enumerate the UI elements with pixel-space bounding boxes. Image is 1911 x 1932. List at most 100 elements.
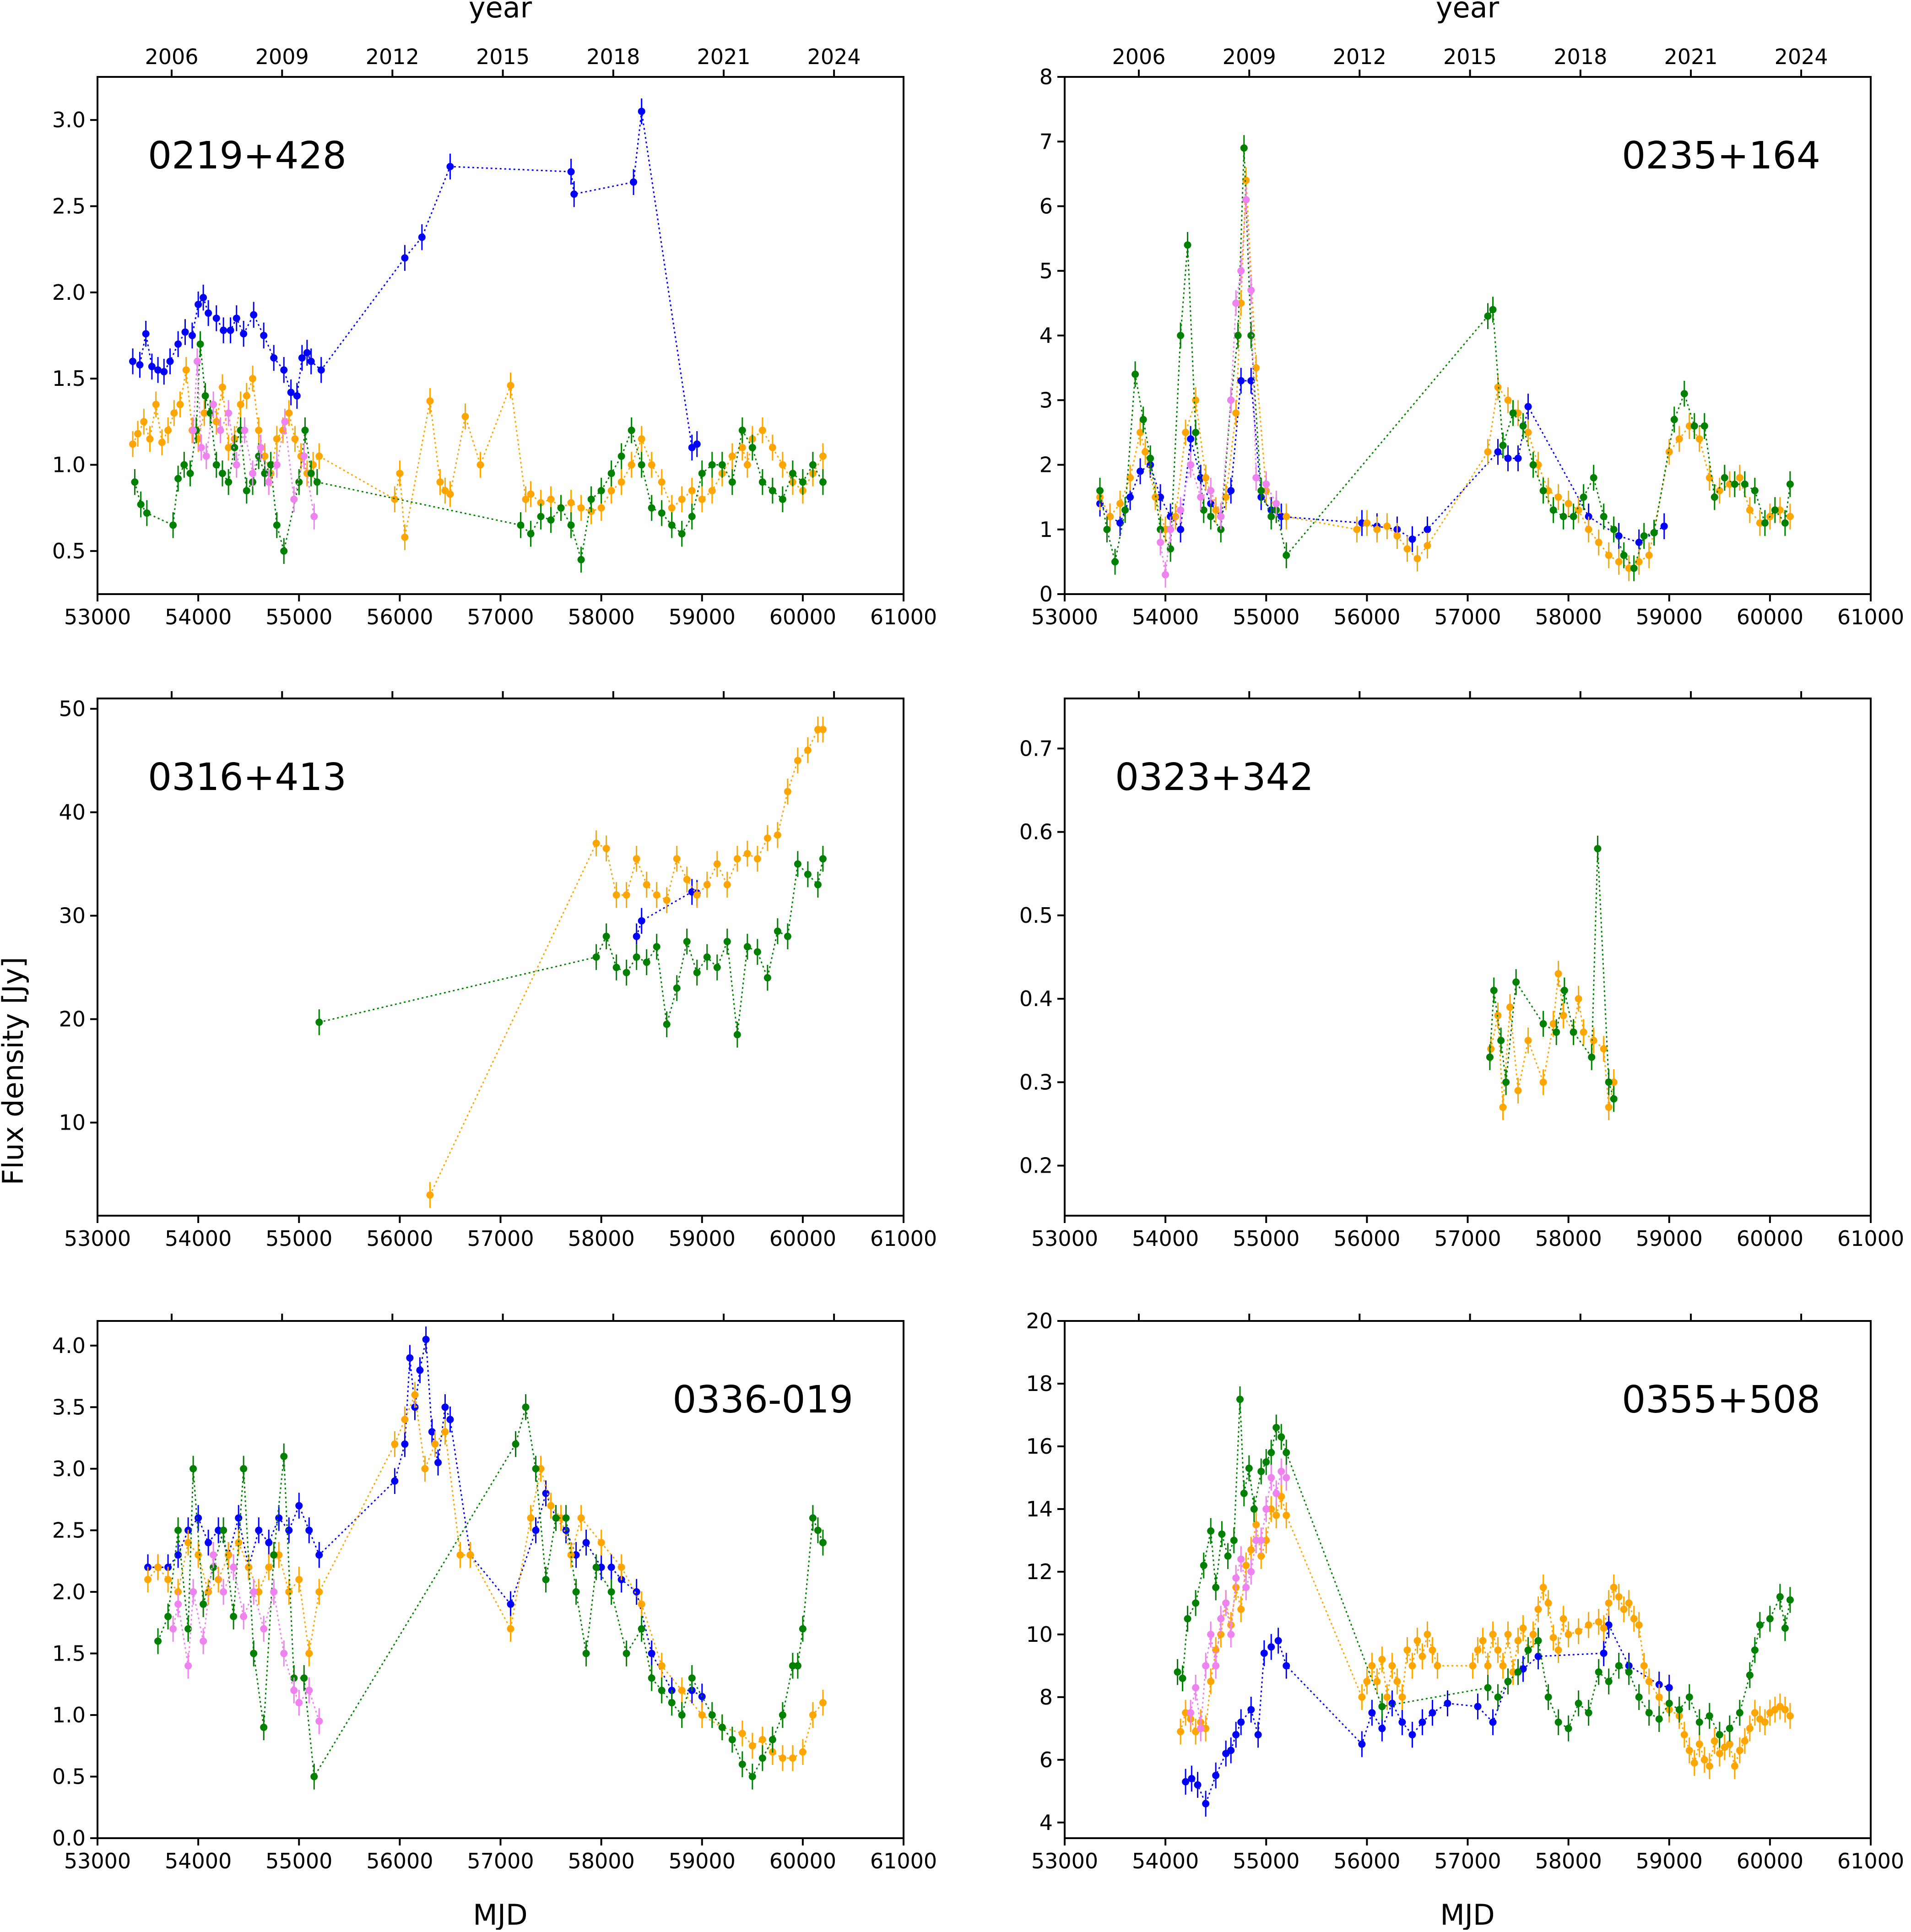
data-point	[1479, 1637, 1487, 1645]
data-point	[1494, 1693, 1502, 1701]
data-point	[799, 1748, 807, 1756]
data-point	[537, 499, 545, 507]
data-point	[1388, 1699, 1396, 1707]
source-label: 0235+164	[1622, 134, 1820, 178]
data-point	[129, 440, 137, 448]
data-point	[267, 461, 275, 469]
data-point	[819, 855, 827, 863]
data-point	[819, 1539, 827, 1547]
data-point	[683, 876, 691, 883]
data-point	[1131, 370, 1139, 378]
data-point	[532, 1465, 540, 1472]
y-tick-label: 3	[1039, 388, 1053, 412]
data-point	[201, 392, 209, 400]
x-tick-label: 54000	[165, 1849, 232, 1873]
data-point	[401, 533, 409, 541]
data-point	[779, 461, 786, 469]
data-point	[1504, 455, 1512, 462]
source-label: 0355+508	[1622, 1378, 1820, 1422]
data-point	[1605, 552, 1613, 559]
data-point	[542, 1576, 550, 1583]
data-point	[270, 1588, 278, 1596]
data-point	[794, 860, 801, 868]
data-point	[1570, 513, 1577, 520]
data-point	[1236, 1396, 1244, 1403]
data-point	[1378, 1703, 1386, 1710]
data-point	[200, 1637, 207, 1645]
data-point	[1605, 1078, 1613, 1086]
data-point	[1640, 532, 1648, 540]
y-tick-label: 0.4	[1019, 986, 1053, 1011]
data-point	[275, 1514, 283, 1522]
data-point	[552, 1514, 560, 1522]
x-tick-label: 60000	[769, 1226, 836, 1251]
data-point	[243, 487, 250, 494]
data-point	[1499, 1104, 1507, 1111]
x-tick-label: 58000	[568, 605, 634, 629]
data-point	[713, 860, 721, 868]
data-point	[1761, 1718, 1769, 1726]
data-point	[1786, 1596, 1794, 1604]
data-point	[668, 504, 676, 512]
data-point	[249, 375, 256, 383]
data-point	[1751, 1709, 1759, 1717]
x-tick-label: 56000	[366, 605, 433, 629]
data-point	[1353, 525, 1361, 533]
data-point	[784, 932, 791, 940]
x-tick-label: 60000	[1737, 605, 1803, 629]
data-point	[648, 1650, 655, 1657]
data-point	[1490, 986, 1498, 994]
data-point	[143, 509, 151, 517]
data-point	[1509, 409, 1517, 417]
data-point	[633, 855, 640, 863]
data-point	[1680, 390, 1688, 398]
data-point	[1524, 403, 1532, 411]
data-point	[210, 1551, 217, 1559]
data-point	[1202, 1725, 1210, 1732]
data-point	[154, 1564, 162, 1571]
x-tick-label: 58000	[568, 1226, 634, 1251]
data-point	[446, 162, 454, 170]
data-point	[1418, 1718, 1426, 1726]
data-point	[1504, 1678, 1512, 1685]
data-point	[708, 461, 716, 469]
data-point	[1207, 1527, 1215, 1535]
data-point	[1192, 1599, 1200, 1607]
data-point	[1756, 519, 1764, 527]
data-point	[658, 478, 666, 486]
data-point	[748, 1742, 756, 1750]
data-point	[774, 831, 781, 839]
data-point	[1257, 1552, 1265, 1560]
data-point	[1418, 1652, 1426, 1660]
x-tick-label: 55000	[1233, 1849, 1299, 1873]
data-point	[738, 1760, 746, 1768]
series-2	[1177, 1483, 1794, 1779]
data-point	[416, 1366, 424, 1374]
data-point	[1595, 1618, 1602, 1626]
data-point	[678, 1687, 686, 1694]
data-point	[257, 444, 265, 451]
data-point	[738, 427, 746, 434]
x-tick-label: 58000	[1535, 1849, 1602, 1873]
data-point	[769, 487, 776, 494]
x-tick-label: 54000	[1132, 1849, 1199, 1873]
x-tick-label: 61000	[870, 1226, 937, 1251]
data-point	[401, 1416, 409, 1423]
data-point	[758, 1736, 766, 1743]
data-point	[1565, 1725, 1572, 1732]
data-point	[1267, 513, 1275, 520]
data-point	[307, 357, 315, 365]
data-point	[315, 1588, 323, 1596]
data-point	[638, 108, 645, 115]
data-point	[1716, 487, 1723, 494]
data-point	[1771, 506, 1779, 514]
data-point	[1393, 1678, 1401, 1685]
data-point	[317, 366, 325, 374]
data-point	[290, 495, 298, 503]
data-point	[1247, 332, 1255, 339]
data-point	[1182, 428, 1190, 436]
data-point	[633, 953, 640, 961]
data-point	[1690, 1759, 1698, 1767]
y-tick-label: 7	[1039, 129, 1053, 154]
